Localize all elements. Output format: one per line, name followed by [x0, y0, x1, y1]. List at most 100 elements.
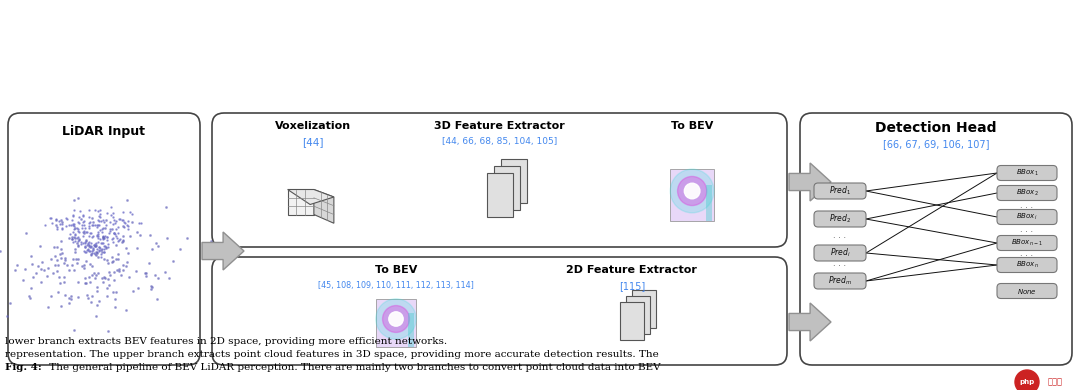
Point — [130, 285, 147, 291]
Point — [114, 233, 132, 239]
Point — [65, 197, 82, 203]
Point — [60, 300, 78, 306]
Point — [109, 267, 126, 273]
Point — [160, 275, 177, 282]
Point — [66, 234, 83, 241]
Point — [86, 275, 104, 281]
Text: $Pred_2$: $Pred_2$ — [829, 213, 851, 225]
FancyArrow shape — [789, 303, 831, 341]
FancyBboxPatch shape — [997, 165, 1057, 181]
Point — [68, 240, 85, 246]
Point — [97, 217, 114, 223]
Point — [137, 270, 154, 277]
Point — [42, 256, 59, 262]
Point — [78, 280, 95, 286]
Polygon shape — [632, 290, 656, 328]
Point — [144, 246, 161, 252]
Point — [122, 233, 139, 239]
Point — [137, 273, 154, 279]
FancyBboxPatch shape — [212, 257, 787, 365]
Point — [99, 260, 117, 266]
FancyBboxPatch shape — [670, 169, 714, 221]
Point — [104, 254, 121, 261]
Point — [83, 272, 100, 278]
Point — [78, 292, 95, 298]
Point — [76, 280, 93, 287]
Point — [75, 230, 92, 236]
Text: 2D Feature Extractor: 2D Feature Extractor — [566, 265, 698, 275]
Point — [105, 258, 122, 264]
Point — [76, 262, 93, 268]
Point — [89, 250, 106, 256]
Point — [117, 245, 134, 252]
Point — [86, 243, 104, 250]
Point — [83, 293, 100, 300]
Point — [123, 219, 140, 225]
Point — [55, 259, 72, 266]
Point — [143, 283, 160, 289]
Point — [53, 245, 70, 252]
Circle shape — [1015, 370, 1039, 390]
Point — [77, 237, 94, 243]
Point — [44, 270, 62, 277]
Point — [0, 248, 9, 254]
Point — [96, 275, 113, 282]
Point — [32, 278, 50, 285]
Text: $BBox_{n-1}$: $BBox_{n-1}$ — [1011, 238, 1043, 248]
Point — [83, 263, 100, 269]
Point — [146, 272, 163, 278]
Point — [99, 276, 117, 282]
Text: $Pred_m$: $Pred_m$ — [828, 275, 852, 287]
Point — [149, 243, 166, 249]
Point — [136, 270, 153, 276]
FancyBboxPatch shape — [997, 257, 1057, 273]
Point — [119, 197, 136, 203]
Point — [36, 267, 53, 273]
Point — [87, 313, 105, 319]
Point — [114, 267, 132, 273]
Point — [95, 234, 112, 241]
Point — [60, 235, 78, 241]
Point — [95, 234, 112, 240]
Point — [67, 246, 84, 252]
FancyBboxPatch shape — [997, 236, 1057, 250]
Polygon shape — [500, 159, 527, 203]
Point — [164, 258, 181, 264]
Point — [66, 225, 83, 231]
Point — [48, 216, 65, 223]
Point — [107, 242, 124, 248]
Point — [202, 238, 219, 244]
Point — [144, 284, 161, 290]
Text: Fig. 4:: Fig. 4: — [5, 363, 42, 372]
FancyBboxPatch shape — [408, 314, 414, 347]
Text: representation. The upper branch extracts point cloud features in 3D space, prov: representation. The upper branch extract… — [5, 350, 659, 359]
Point — [100, 269, 118, 275]
FancyArrow shape — [789, 163, 831, 201]
Point — [46, 261, 64, 268]
Point — [81, 274, 98, 280]
Point — [92, 247, 109, 253]
Point — [63, 296, 80, 302]
Text: . . .: . . . — [1021, 250, 1034, 259]
FancyBboxPatch shape — [8, 113, 200, 365]
Point — [0, 313, 15, 319]
Point — [40, 264, 57, 271]
Point — [104, 259, 121, 265]
FancyArrow shape — [202, 232, 244, 270]
Point — [77, 275, 94, 281]
Point — [85, 270, 103, 276]
Point — [157, 204, 174, 210]
Point — [39, 303, 56, 310]
Point — [73, 263, 91, 269]
Point — [87, 249, 105, 255]
Point — [121, 274, 138, 280]
Text: $Pred_1$: $Pred_1$ — [829, 185, 851, 197]
Text: $BBox_i$: $BBox_i$ — [1016, 212, 1038, 222]
Point — [51, 280, 68, 287]
Point — [77, 258, 94, 264]
Point — [98, 285, 116, 291]
Point — [68, 260, 85, 266]
Point — [21, 293, 38, 300]
Circle shape — [685, 183, 700, 199]
Point — [31, 243, 49, 249]
